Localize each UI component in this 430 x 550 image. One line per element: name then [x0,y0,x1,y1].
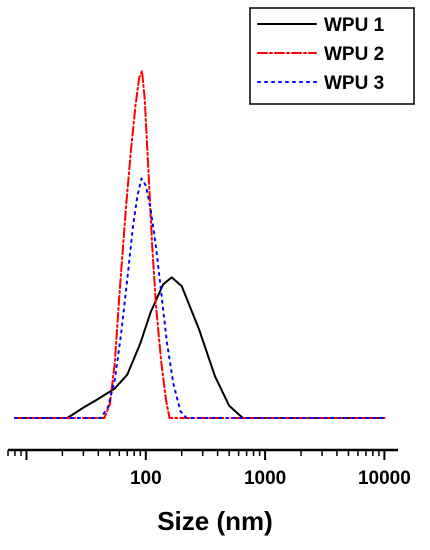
series-line-3 [13,177,386,419]
legend-label-2: WPU 2 [324,44,384,65]
legend: WPU 1 WPU 2 WPU 3 [249,7,415,105]
series-line-2 [13,69,386,419]
legend-label-1: WPU 1 [324,15,385,36]
series-lines [13,69,386,419]
x-tick-label: 10000 [358,468,411,489]
x-tick-label: 1000 [244,468,286,489]
x-axis-ticks: 100 1000 10000 [7,450,411,489]
legend-label-3: WPU 3 [324,73,384,94]
x-axis-title: Size (nm) [157,506,273,536]
series-line-1 [13,276,386,419]
x-tick-label: 100 [130,468,162,489]
